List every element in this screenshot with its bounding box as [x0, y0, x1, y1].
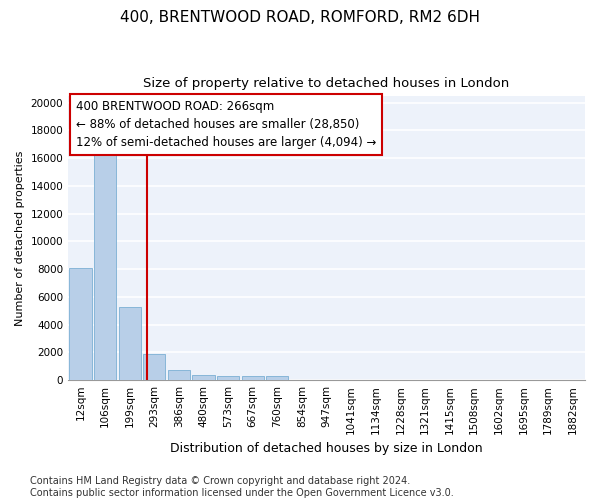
Bar — [119, 306, 141, 380]
X-axis label: Distribution of detached houses by size in London: Distribution of detached houses by size … — [170, 442, 483, 455]
Bar — [242, 376, 264, 380]
Text: Contains HM Land Registry data © Crown copyright and database right 2024.
Contai: Contains HM Land Registry data © Crown c… — [30, 476, 454, 498]
Bar — [94, 152, 116, 380]
Bar — [143, 354, 166, 380]
Bar — [193, 375, 215, 380]
Text: 400, BRENTWOOD ROAD, ROMFORD, RM2 6DH: 400, BRENTWOOD ROAD, ROMFORD, RM2 6DH — [120, 10, 480, 25]
Title: Size of property relative to detached houses in London: Size of property relative to detached ho… — [143, 78, 510, 90]
Text: 400 BRENTWOOD ROAD: 266sqm
← 88% of detached houses are smaller (28,850)
12% of : 400 BRENTWOOD ROAD: 266sqm ← 88% of deta… — [76, 100, 376, 149]
Bar — [70, 268, 92, 380]
Bar — [168, 370, 190, 380]
Bar — [266, 376, 289, 380]
Y-axis label: Number of detached properties: Number of detached properties — [15, 150, 25, 326]
Bar — [217, 376, 239, 380]
